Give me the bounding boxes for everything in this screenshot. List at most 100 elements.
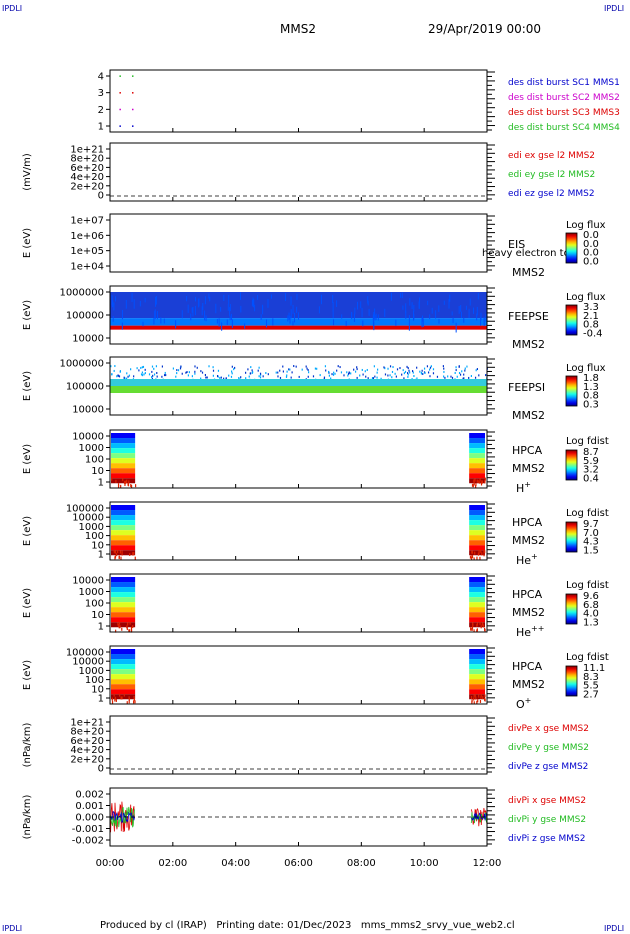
hpca-speck bbox=[476, 700, 478, 704]
feepsi-speck bbox=[217, 369, 220, 372]
hpca-speck bbox=[120, 696, 122, 700]
feepsi-speck bbox=[212, 369, 215, 372]
feepse-speck bbox=[477, 293, 479, 300]
feepsi-speck bbox=[116, 375, 118, 378]
feepsi-speck bbox=[245, 377, 247, 380]
hpca-energy-row bbox=[111, 617, 136, 623]
feepsi-speck bbox=[220, 376, 222, 379]
feepsi-speck bbox=[151, 365, 154, 368]
feepsi-speck bbox=[301, 368, 303, 371]
panel-frame bbox=[109, 645, 488, 705]
feepsi-speck bbox=[288, 368, 290, 371]
hpca-energy-row bbox=[111, 664, 136, 670]
hpca-speck bbox=[484, 694, 486, 698]
feepsi-speck bbox=[407, 372, 409, 375]
feepse-speck bbox=[204, 296, 206, 305]
hpca-speck bbox=[484, 629, 486, 633]
feepse-speck bbox=[160, 317, 162, 324]
feepsi-speck bbox=[163, 374, 166, 377]
feepsi-speck bbox=[380, 377, 382, 380]
feepsi-speck bbox=[151, 370, 153, 373]
feepse-speck bbox=[267, 298, 269, 308]
y-tick-label: 6e+20 bbox=[70, 736, 104, 747]
hpca-speck bbox=[484, 697, 486, 701]
hpca-energy-row bbox=[111, 540, 136, 546]
hpca-speck bbox=[484, 480, 486, 484]
feepsi-speck bbox=[223, 377, 225, 380]
hpca-speck bbox=[115, 479, 117, 483]
divpi-series-line bbox=[109, 806, 135, 828]
hpca-speck bbox=[477, 480, 479, 484]
feepsi-speck bbox=[323, 377, 325, 380]
hpca-speck bbox=[478, 549, 480, 553]
feepse-speck bbox=[205, 315, 207, 322]
feepse-speck bbox=[332, 310, 334, 319]
burst-point bbox=[131, 108, 134, 111]
hpca-energy-row bbox=[111, 550, 136, 556]
y-tick-label: 10000 bbox=[72, 405, 104, 416]
feepse-speck bbox=[154, 309, 156, 320]
feepse-speck bbox=[215, 303, 217, 314]
y-tick-label: 10000 bbox=[72, 513, 104, 524]
hpca-speck bbox=[111, 700, 114, 704]
y-tick-label: 10000 bbox=[72, 576, 104, 587]
hpca-energy-row bbox=[469, 659, 485, 665]
corner-label-bottom-right: IPDLI bbox=[604, 924, 625, 933]
hpca-energy-row bbox=[111, 443, 136, 449]
divpi-series-line bbox=[470, 812, 488, 822]
y-axis-label: E (eV) bbox=[22, 660, 33, 690]
hpca-speck bbox=[481, 480, 484, 484]
hpca-energy-row bbox=[469, 505, 485, 511]
hpca-speck bbox=[130, 626, 133, 630]
y-tick-label: 4e+20 bbox=[70, 745, 104, 756]
feepsi-speck bbox=[114, 365, 116, 368]
feepse-speck bbox=[198, 298, 200, 307]
legend-entry: divPe z gse MMS2 bbox=[508, 762, 588, 772]
feepsi-speck bbox=[233, 368, 235, 371]
feepse-speck bbox=[208, 293, 210, 299]
feepse-speck bbox=[204, 310, 206, 321]
feepse-speck bbox=[216, 318, 218, 324]
hpca-energy-row bbox=[111, 535, 136, 541]
hpca-speck bbox=[472, 484, 474, 488]
feepsi-speck bbox=[399, 367, 401, 370]
hpca-speck bbox=[475, 696, 477, 700]
feepsi-speck bbox=[356, 366, 358, 369]
feepse-band-mid bbox=[110, 318, 487, 326]
feepse-speck bbox=[231, 319, 233, 329]
feepsi-speck bbox=[240, 376, 242, 379]
hpca-energy-row bbox=[111, 612, 136, 618]
feepsi-speck bbox=[340, 371, 343, 374]
feepse-speck bbox=[270, 294, 272, 299]
y-tick-label: 2 bbox=[98, 105, 104, 116]
y-tick-label: 1e+21 bbox=[70, 718, 104, 729]
feepse-speck bbox=[353, 313, 355, 322]
colorbar-title: Log flux bbox=[566, 363, 606, 374]
hpca-speck bbox=[119, 693, 121, 697]
feepse-speck bbox=[192, 307, 194, 317]
y-tick-label: 3 bbox=[98, 88, 104, 99]
feepse-speck bbox=[111, 295, 113, 306]
feepsi-speck bbox=[420, 371, 423, 374]
feepsi-speck bbox=[194, 365, 196, 368]
feepsi-speck bbox=[387, 367, 389, 370]
feepse-speck bbox=[461, 311, 463, 319]
feepse-speck bbox=[395, 319, 397, 326]
feepsi-speck bbox=[188, 371, 190, 374]
hpca-speck bbox=[121, 696, 123, 700]
feepse-speck bbox=[221, 322, 223, 331]
feepsi-speck bbox=[401, 373, 403, 376]
feepse-speck bbox=[194, 305, 196, 316]
feepsi-speck bbox=[153, 367, 155, 370]
hpca-speck bbox=[473, 694, 475, 698]
feepse-speck bbox=[361, 307, 363, 318]
feepse-speck bbox=[230, 313, 232, 320]
hpca-energy-row bbox=[111, 622, 136, 628]
y-tick-label: 1 bbox=[98, 478, 104, 489]
spacecraft-label: MMS2 bbox=[512, 678, 545, 691]
feepse-speck bbox=[125, 300, 127, 309]
feepsi-speck bbox=[474, 376, 477, 379]
hpca-speck bbox=[480, 625, 482, 629]
feepsi-speck bbox=[176, 369, 178, 372]
feepse-speck bbox=[438, 318, 440, 324]
